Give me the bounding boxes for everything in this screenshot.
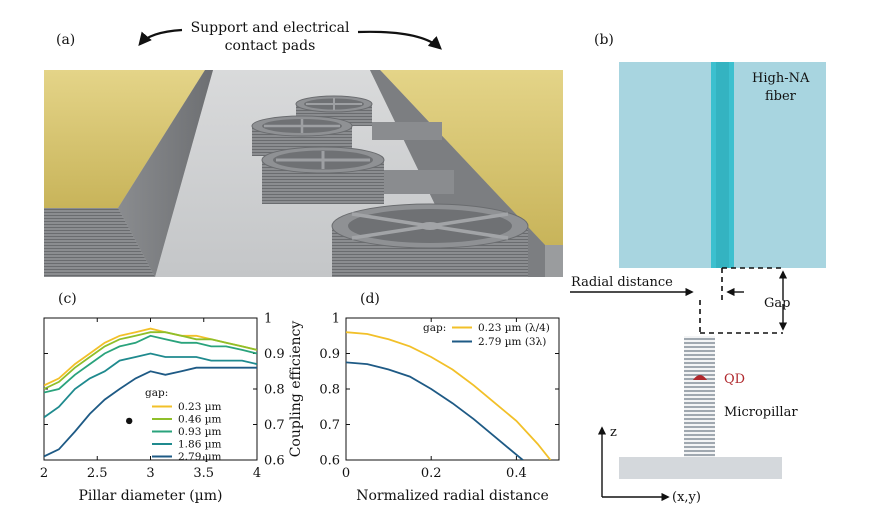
- series-line: [44, 331, 257, 390]
- series-line: [44, 334, 257, 394]
- render-3d: [44, 70, 563, 277]
- series-line: [44, 352, 257, 419]
- legend-title: gap:: [145, 387, 168, 399]
- micropillar-near: [331, 203, 529, 277]
- y-tick-label: 0.7: [319, 418, 340, 433]
- y-axis-label: Coupling efficiency: [288, 321, 304, 458]
- fiber-label-line2: fiber: [765, 89, 797, 104]
- y-tick-label: 1: [332, 312, 340, 327]
- substrate: [619, 457, 782, 479]
- x-tick-label: 4: [253, 466, 261, 481]
- y-tick-label: 0.6: [319, 454, 340, 469]
- y-tick-label: 0.8: [264, 383, 285, 398]
- y-tick-label: 1: [264, 312, 272, 327]
- series-line: [44, 366, 257, 458]
- x-tick-label: 2: [40, 466, 48, 481]
- x-tick-label: 2.5: [87, 466, 108, 481]
- legend-entry: 0.46 µm: [178, 414, 222, 426]
- legend-entry: 0.23 µm (λ/4): [478, 322, 550, 334]
- annotation-arrow-left: [138, 28, 183, 47]
- legend-title: gap:: [423, 322, 446, 334]
- legend-entry: 0.93 µm: [178, 426, 222, 438]
- series-line: [346, 331, 552, 460]
- panel-a-label: (a): [56, 32, 75, 48]
- micropillar-3: [261, 146, 385, 204]
- panel-b-label: (b): [594, 32, 614, 48]
- gap-label: Gap: [764, 296, 790, 311]
- legend-entry: 2.79 µm: [178, 451, 222, 463]
- qd-label: QD: [724, 372, 745, 387]
- x-axis-label: Normalized radial distance: [356, 488, 549, 504]
- y-tick-label: 0.7: [264, 418, 285, 433]
- left-contact-pad: [44, 70, 205, 208]
- quantum-dot-icon: [693, 375, 707, 380]
- panel-d-label: (d): [360, 291, 380, 307]
- series-line: [44, 327, 257, 387]
- legend-entry: 0.23 µm: [178, 401, 222, 413]
- x-tick-label: 3.5: [193, 466, 214, 481]
- legend-entry: 2.79 µm (3λ): [478, 336, 546, 348]
- micropillar-label: Micropillar: [724, 405, 798, 420]
- series-group: [346, 331, 552, 460]
- x-tick-label: 0.2: [421, 466, 442, 481]
- radial-distance-label: Radial distance: [571, 275, 673, 290]
- chart-d: 0 0.2 0.4 0.6 0.7 0.8 0.9 1 Normalized radial di…: [319, 312, 560, 504]
- micropillar-schematic: [684, 336, 715, 457]
- panel-c-label: (c): [58, 291, 77, 307]
- series-line: [346, 361, 524, 460]
- y-tick-label: 0.6: [264, 454, 285, 469]
- y-tick-label: 0.8: [319, 383, 340, 398]
- fiber-label-line1: High-NA: [752, 71, 810, 86]
- annotation-line1: Support and electrical: [191, 20, 350, 36]
- y-tick-label: 0.9: [319, 347, 340, 362]
- annotation-line2: contact pads: [225, 38, 316, 54]
- z-axis-label: z: [610, 425, 617, 440]
- legend-entry: 1.86 µm: [178, 439, 222, 451]
- annotation-arrow-right: [357, 30, 442, 50]
- x-axis-label: Pillar diameter (µm): [78, 488, 222, 504]
- series-group: [44, 327, 257, 458]
- x-tick-label: 0.4: [506, 466, 527, 481]
- y-tick-label: 0.9: [264, 347, 285, 362]
- marker-point: [126, 417, 133, 425]
- chart-c: 2 2.5 3 3.5 40.6 0.7 0.8 0.9 1 Pillar diameter (µ…: [40, 312, 304, 505]
- x-tick-label: 3: [146, 466, 154, 481]
- right-contact-pad: [380, 70, 563, 245]
- x-tick-label: 0: [342, 466, 350, 481]
- xy-axis-label: (x,y): [672, 490, 701, 505]
